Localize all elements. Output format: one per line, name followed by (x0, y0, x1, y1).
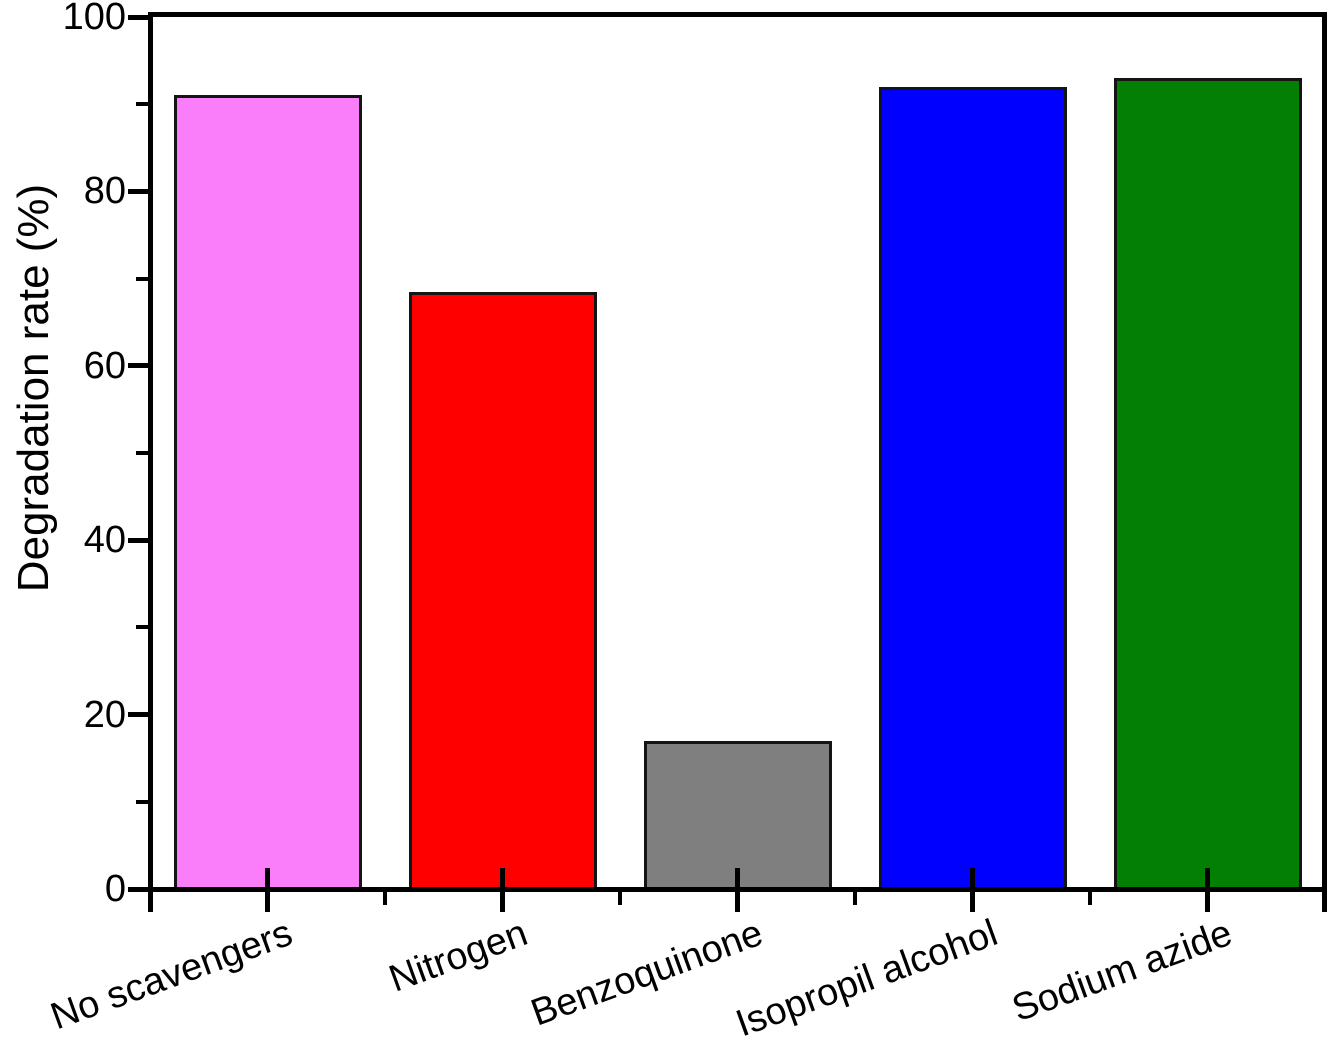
x-major-tick (735, 868, 740, 912)
x-major-tick (1205, 868, 1210, 912)
y-major-tick (128, 14, 150, 20)
category-label-benzoquinone: Benzoquinone (525, 912, 768, 1035)
y-major-tick (128, 188, 150, 194)
y-minor-tick (136, 276, 150, 281)
category-label-no-scavengers: No scavengers (45, 912, 298, 1039)
y-tick-label: 20 (83, 693, 126, 736)
x-minor-tick (383, 892, 387, 905)
x-major-tick (265, 868, 270, 912)
y-tick-label: 100 (62, 0, 126, 38)
y-minor-tick (136, 451, 150, 455)
x-edge-tick (1322, 892, 1327, 912)
y-axis-title: Degradation rate (%) (9, 183, 58, 593)
y-major-tick (128, 537, 150, 543)
y-minor-tick (136, 102, 150, 107)
category-label-sodium-azide: Sodium azide (1007, 912, 1238, 1031)
category-label-isopropil-alcohol: Isopropil alcohol (730, 912, 1003, 1046)
y-tick-label: 60 (83, 344, 126, 387)
y-major-tick (128, 712, 150, 718)
bar-no-scavengers (173, 95, 362, 892)
x-major-tick (500, 868, 505, 912)
bar-isopropil-alcohol (878, 86, 1067, 892)
x-minor-tick (1088, 892, 1092, 905)
y-minor-tick (136, 625, 150, 630)
y-tick-label: 0 (104, 868, 126, 910)
bar-sodium-azide (1113, 78, 1302, 892)
plot-frame (148, 12, 1327, 892)
y-major-tick (128, 363, 150, 369)
y-minor-tick (136, 799, 150, 804)
x-minor-tick (618, 892, 622, 905)
x-minor-tick (853, 892, 857, 905)
bar-nitrogen (408, 291, 597, 892)
y-tick-label: 40 (83, 519, 126, 562)
x-major-tick (970, 868, 975, 912)
y-tick-label: 80 (83, 170, 126, 213)
y-major-tick (128, 886, 150, 892)
category-label-nitrogen: Nitrogen (383, 912, 533, 1001)
x-edge-tick (148, 892, 153, 912)
